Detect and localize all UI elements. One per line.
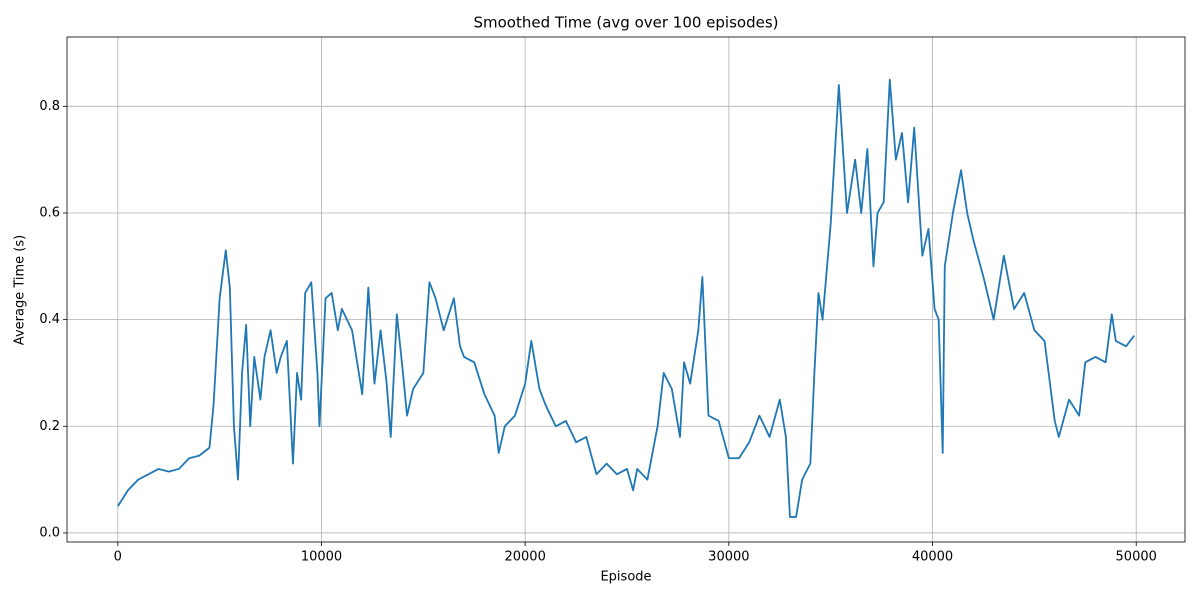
y-tick-label: 0.4: [39, 312, 60, 327]
x-tick-label: 50000: [1116, 550, 1157, 565]
data-line: [117, 78, 1135, 518]
x-tick-label: 0: [114, 550, 122, 565]
x-tick-label: 20000: [504, 550, 545, 565]
y-tick-label: 0.8: [39, 99, 60, 114]
y-axis-label: Average Time (s): [13, 235, 28, 345]
y-tick-label: 0.0: [39, 525, 60, 540]
x-tick-label: 10000: [301, 550, 342, 565]
plot-frame: [66, 36, 1186, 543]
y-tick-label: 0.6: [39, 205, 60, 220]
x-tick-label: 30000: [708, 550, 749, 565]
x-tick-label: 40000: [912, 550, 953, 565]
y-tick-label: 0.2: [39, 419, 60, 434]
chart-title: Smoothed Time (avg over 100 episodes): [473, 14, 778, 32]
x-axis-label: Episode: [600, 570, 651, 585]
